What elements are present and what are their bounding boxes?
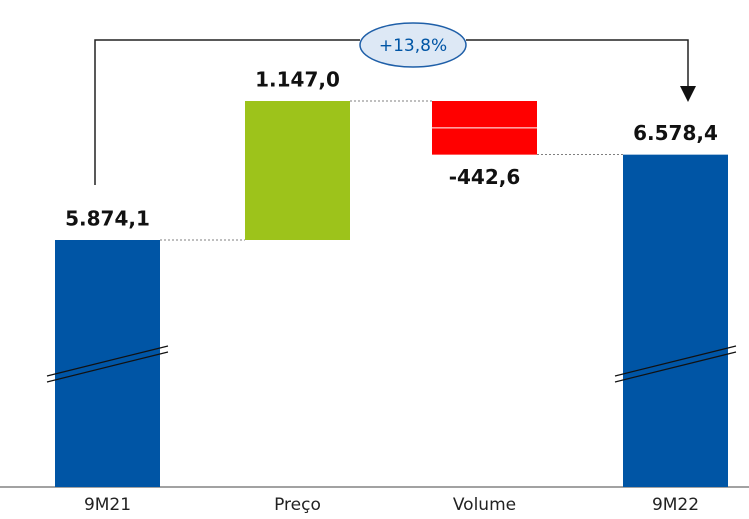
annotation-arrow xyxy=(680,86,696,102)
x-tick-label: 9M22 xyxy=(652,495,699,515)
value-label: -442,6 xyxy=(449,165,521,189)
axis-break xyxy=(46,351,169,383)
axis-break xyxy=(614,351,737,383)
value-label: 5.874,1 xyxy=(65,207,150,231)
value-label: 6.578,4 xyxy=(633,121,718,145)
value-label: 1.147,0 xyxy=(255,68,340,92)
x-tick-label: Preço xyxy=(274,495,321,515)
axis-break xyxy=(614,345,737,377)
annotation-line xyxy=(94,39,360,185)
bar xyxy=(55,240,160,487)
x-tick-label: Volume xyxy=(453,495,516,515)
annotation-bubble xyxy=(359,22,467,68)
x-tick-label: 9M21 xyxy=(84,495,131,515)
annotation-line xyxy=(466,39,689,90)
annotation: +13,8% xyxy=(379,36,447,56)
bar xyxy=(623,154,728,487)
bar xyxy=(245,101,350,240)
axis-break xyxy=(46,345,169,377)
